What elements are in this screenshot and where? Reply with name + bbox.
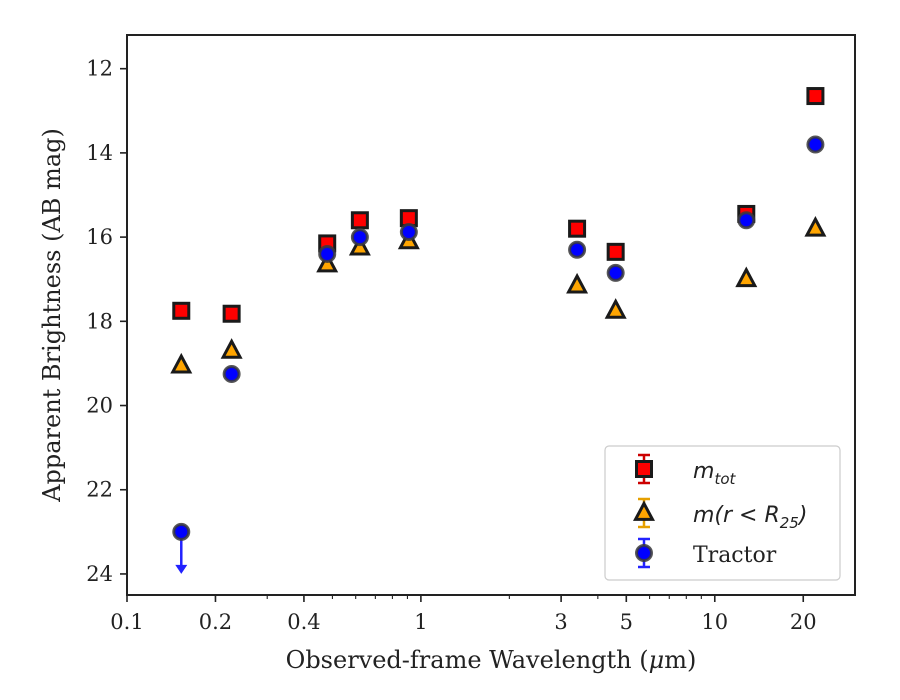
- x-axis-label-pre: Observed-frame Wavelength (: [286, 646, 649, 674]
- marker-circle: [318, 244, 337, 263]
- series-0: [172, 87, 825, 323]
- marker-circle: [606, 263, 625, 282]
- x-tick-label: 5: [620, 610, 633, 634]
- axis-ticks: [120, 67, 805, 602]
- x-tick-label: 0.2: [199, 610, 232, 634]
- legend-mtot-sub: tot: [714, 470, 736, 488]
- legend-marker-2: [635, 537, 653, 569]
- marker-triangle: [566, 272, 589, 294]
- marker-triangle: [170, 352, 193, 374]
- x-axis-label: Observed-frame Wavelength (μm): [286, 646, 697, 674]
- marker-circle: [399, 223, 418, 242]
- legend-marker-0: [635, 453, 653, 485]
- marker-square: [606, 242, 625, 261]
- legend-marker-1: [632, 497, 656, 529]
- marker-square: [635, 460, 653, 478]
- marker-square: [806, 87, 825, 106]
- y-tick-label: 20: [86, 394, 113, 418]
- x-tick-label: 10: [701, 610, 728, 634]
- marker-square: [222, 304, 241, 323]
- legend: mtot m(r < R25) Tractor: [604, 445, 841, 581]
- marker-triangle: [804, 216, 827, 237]
- legend-label-mtot: mtot: [693, 459, 736, 488]
- series-2: [172, 135, 825, 574]
- marker-triangle: [220, 338, 243, 359]
- marker-square: [350, 211, 369, 230]
- marker-circle: [222, 364, 241, 383]
- marker-triangle: [735, 266, 758, 288]
- marker-circle: [350, 228, 369, 247]
- data-markers: [170, 87, 827, 574]
- x-tick-label: 3: [554, 610, 567, 634]
- legend-mr25-sub: 25: [780, 514, 799, 532]
- y-tick-label: 18: [86, 309, 113, 333]
- x-tick-label: 20: [790, 610, 817, 634]
- tick-labels: 0.1 0.2 0.4 1 3 5 10 20 12 14 16 18 20 22 24: [86, 57, 816, 634]
- marker-circle: [737, 211, 756, 230]
- legend-label-mr25: m(r < R25): [693, 503, 807, 532]
- marker-square: [172, 301, 191, 320]
- y-tick-label: 12: [86, 57, 113, 81]
- legend-label-tractor: Tractor: [693, 543, 777, 568]
- y-tick-label: 22: [86, 478, 113, 502]
- legend-markers: [632, 453, 656, 569]
- legend-mr25-close: ): [797, 503, 808, 528]
- marker-circle: [568, 240, 587, 259]
- legend-mtot-main: m: [693, 459, 714, 484]
- y-tick-label: 14: [86, 141, 113, 165]
- legend-mr25-main: m(r < R: [693, 503, 780, 528]
- y-tick-label: 16: [86, 225, 113, 249]
- marker-square: [568, 219, 587, 238]
- x-axis-label-post: m): [664, 646, 696, 674]
- upper-limit-arrow-head: [175, 564, 188, 574]
- x-tick-label: 1: [414, 610, 427, 634]
- x-tick-label: 0.4: [287, 610, 320, 634]
- legend-box: [604, 445, 841, 581]
- marker-circle: [635, 544, 653, 562]
- x-tick-label: 0.1: [110, 610, 143, 634]
- x-axis-label-mu: μ: [649, 646, 665, 674]
- marker-triangle: [632, 500, 656, 521]
- y-tick-label: 24: [86, 562, 113, 586]
- y-axis-label: Apparent Brightness (AB mag): [38, 128, 66, 503]
- marker-triangle: [604, 298, 627, 319]
- marker-circle: [172, 522, 191, 541]
- marker-circle: [806, 135, 825, 154]
